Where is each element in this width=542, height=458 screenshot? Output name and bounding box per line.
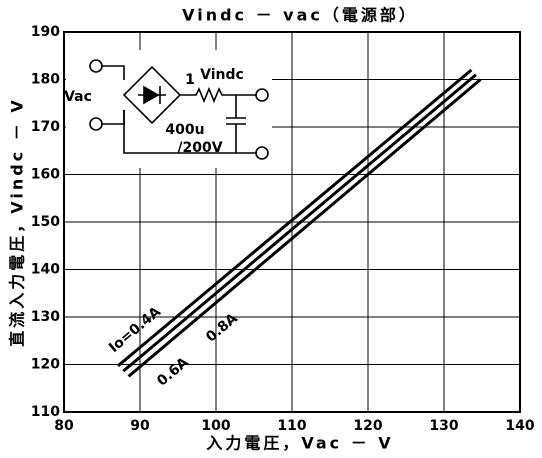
x-tick-label: 80: [54, 418, 74, 434]
data-line: [122, 73, 477, 373]
x-axis-label: 入力電圧，Vac － V: [206, 434, 393, 453]
inset-label: Vindc: [200, 67, 244, 83]
circuit-wire: [102, 65, 125, 80]
inset-label: Vac: [64, 89, 92, 105]
terminal: [255, 88, 269, 102]
plot-frame: [63, 31, 521, 413]
y-tick-label: 120: [31, 357, 60, 373]
circuit-wire: [180, 86, 256, 104]
series-label: 0.8A: [203, 310, 241, 345]
x-tick-label: 120: [353, 418, 382, 434]
terminal: [89, 59, 103, 73]
terminal: [255, 146, 269, 160]
x-tick-label: 140: [505, 418, 534, 434]
inset-label: 1: [185, 72, 195, 88]
x-tick-label: 110: [277, 418, 306, 434]
chart-title: Vindc － vac（電源部）: [182, 6, 418, 25]
y-tick-label: 130: [31, 309, 60, 325]
x-tick-label: 100: [201, 418, 230, 434]
y-axis-label: 直流入力電圧，Vindc － V: [8, 97, 27, 346]
data-line: [116, 68, 473, 368]
y-tick-label: 110: [31, 404, 60, 420]
data-line: [127, 78, 482, 378]
terminal: [89, 117, 103, 131]
y-tick-label: 170: [31, 119, 60, 135]
circuit-wire: [123, 110, 256, 154]
y-tick-label: 150: [31, 214, 60, 230]
inset-label: /200V: [177, 140, 222, 156]
y-tick-label: 180: [31, 72, 60, 88]
series-label: 0.6A: [154, 354, 192, 389]
circuit-wire: [226, 95, 246, 153]
inset-label: 400u: [165, 122, 204, 138]
x-tick-label: 90: [130, 418, 150, 434]
y-tick-label: 160: [31, 167, 60, 183]
x-tick-label: 130: [429, 418, 458, 434]
y-tick-label: 140: [31, 262, 60, 278]
series-label: Io=0.4A: [106, 304, 164, 356]
y-tick-label: 190: [31, 24, 60, 40]
